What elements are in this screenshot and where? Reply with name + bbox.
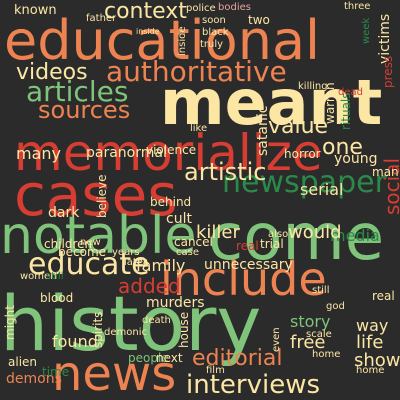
word-bodies: bodies xyxy=(218,2,251,13)
word-real: real xyxy=(372,289,395,303)
word-scale: way xyxy=(356,316,389,335)
word-videos: videos xyxy=(16,60,88,85)
word-like: man xyxy=(372,165,399,179)
word-context: context xyxy=(104,0,187,24)
word-media: media xyxy=(330,226,380,245)
word-home: scale xyxy=(306,329,332,340)
word-satanic: satanic xyxy=(255,105,271,156)
word-artistic: artistic xyxy=(184,158,267,186)
word-educational: educational xyxy=(4,9,321,72)
word-first: people xyxy=(128,351,169,365)
word-dead: press xyxy=(381,55,395,88)
word-known: known xyxy=(14,3,57,18)
word-demons: might xyxy=(3,305,17,340)
word-blood: blood xyxy=(40,291,74,305)
word-spirits: house xyxy=(177,311,191,348)
word-soon: father xyxy=(86,13,117,24)
word-might: home xyxy=(356,365,385,376)
word-authoritative: authoritative xyxy=(106,55,287,88)
word-took: years xyxy=(112,247,140,258)
word-meant: meant xyxy=(160,66,383,139)
word-since: death xyxy=(142,315,171,326)
word-man: violence xyxy=(146,143,197,157)
word-news: news xyxy=(52,346,177,400)
word-end: two xyxy=(248,13,270,27)
word-cases: cases xyxy=(14,161,178,229)
word-history: history xyxy=(0,279,262,368)
word-death: demonic xyxy=(104,327,147,338)
word-articles: articles xyxy=(26,75,129,108)
word-women: still xyxy=(46,271,64,282)
word-would: would xyxy=(288,222,342,243)
word-educate: educate xyxy=(28,247,150,282)
word-free: free xyxy=(290,332,326,353)
word-also: also xyxy=(268,229,289,240)
word-trial: real xyxy=(236,239,259,253)
word-world: even xyxy=(271,327,282,352)
word-sources: sources xyxy=(38,96,131,124)
word-mother: week xyxy=(361,17,372,44)
word-inside: inside xyxy=(177,26,188,56)
word-victims: dead xyxy=(338,87,363,98)
word-notable: notable xyxy=(0,206,197,266)
word-truly: black xyxy=(202,27,229,38)
word-interviews: interviews xyxy=(186,370,320,400)
word-horror: horror xyxy=(284,147,321,161)
word-new: new xyxy=(80,237,101,248)
word-serial: serial xyxy=(300,180,344,199)
word-demonic: spirits xyxy=(91,311,105,348)
word-warren: killing xyxy=(298,81,328,92)
word-people: time xyxy=(42,365,70,379)
word-next: found xyxy=(52,332,98,351)
word-house: next xyxy=(156,351,183,365)
word-young: young xyxy=(334,151,378,167)
word-killer: killer xyxy=(196,222,240,243)
word-many: many xyxy=(16,144,61,163)
word-black: soon xyxy=(202,15,226,26)
word-added: added xyxy=(118,274,181,298)
word-film: home xyxy=(312,349,341,360)
word-later: case xyxy=(176,247,199,258)
word-family: family xyxy=(136,256,186,275)
word-cult: cult xyxy=(166,211,192,227)
word-rituals: warren xyxy=(323,82,337,124)
word-father: rituals xyxy=(339,92,353,130)
word-murders: murders xyxy=(146,295,205,311)
word-two: truly xyxy=(200,39,224,50)
word-police: police xyxy=(186,3,216,14)
word-way: god xyxy=(326,301,345,312)
word-believe: believe xyxy=(95,174,109,218)
word-alien: film xyxy=(206,365,225,376)
word-even: like xyxy=(190,123,208,134)
word-one: one xyxy=(322,135,363,160)
word-become: become xyxy=(58,245,107,259)
word-dark: dark xyxy=(48,205,80,221)
word-include: include xyxy=(160,252,327,306)
word-still: still xyxy=(312,285,330,296)
word-found: demons xyxy=(6,371,62,387)
word-violence: inside xyxy=(136,27,160,36)
word-value: value xyxy=(268,114,329,139)
word-behind: behind xyxy=(150,195,192,209)
word-unnecessary: unnecessary xyxy=(204,257,293,273)
word-life: life xyxy=(356,332,384,353)
word-story: story xyxy=(290,312,331,331)
word-case: women xyxy=(20,271,57,282)
word-time: alien xyxy=(8,355,38,369)
word-paranormal: paranormal xyxy=(86,145,167,161)
word-come: come xyxy=(208,201,385,275)
word-editorial: editorial xyxy=(192,346,283,371)
word-three: three xyxy=(344,1,371,12)
word-god: trial xyxy=(260,237,284,251)
word-newspaper: newspaper xyxy=(222,165,387,200)
word-memorialize: memorialize xyxy=(14,124,323,182)
word-children: children xyxy=(44,237,93,251)
word-cancel: cancel xyxy=(174,235,213,249)
word-show: show xyxy=(354,350,400,371)
word-years: later xyxy=(124,257,148,268)
